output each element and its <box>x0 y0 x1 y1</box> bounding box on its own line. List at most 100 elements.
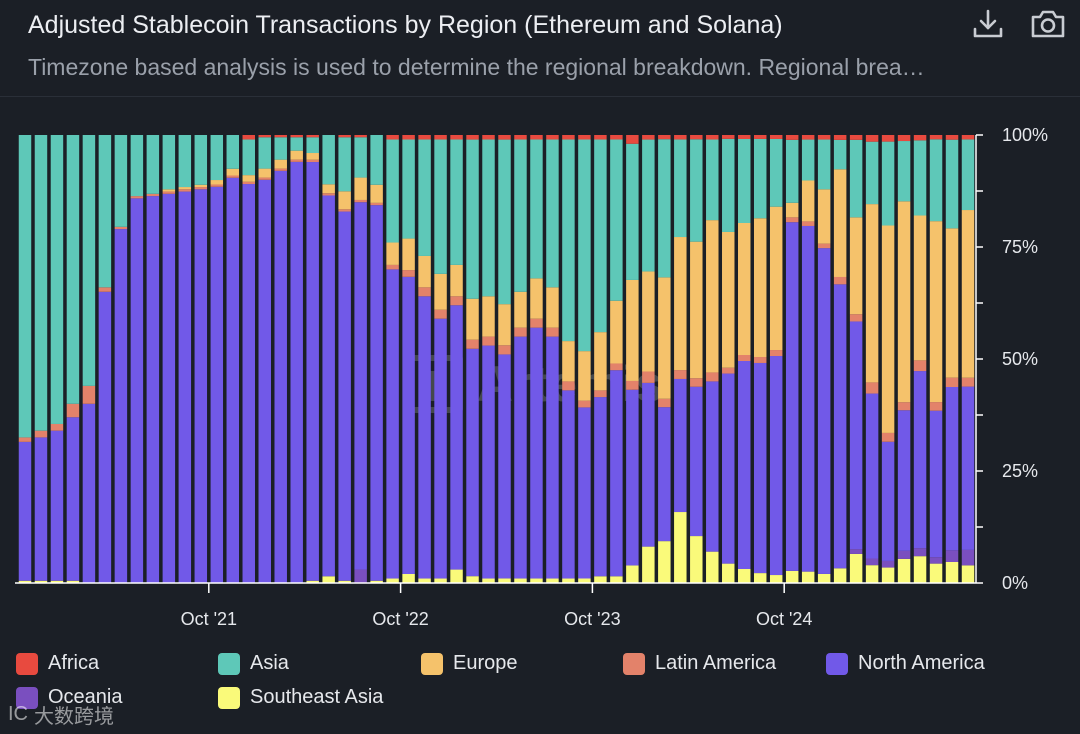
bar-segment-europe <box>514 291 527 328</box>
bar-segment-oceania <box>849 549 863 554</box>
y-tick-label: 75% <box>1002 237 1038 257</box>
bar-segment-oceania <box>897 550 911 559</box>
bar-segment-europe <box>498 304 511 346</box>
legend-item-north-america[interactable]: North America <box>826 652 985 675</box>
bar-segment-southeast-asia <box>66 580 80 583</box>
bar-segment-southeast-asia <box>674 512 687 583</box>
legend-label: Asia <box>250 652 289 674</box>
legend-label: North America <box>858 652 985 674</box>
bar-segment-latin-america <box>402 270 415 277</box>
bar-segment-north-america <box>913 371 927 549</box>
bar-segment-europe <box>482 296 495 337</box>
bar-segment-africa <box>530 135 543 140</box>
bar-segment-asia <box>514 139 527 292</box>
bar-segment-north-america <box>386 269 399 579</box>
bar-segment-europe <box>322 184 335 194</box>
bar-segment-asia <box>66 135 80 404</box>
bar-segment-southeast-asia <box>306 580 319 583</box>
camera-icon[interactable] <box>1030 6 1066 42</box>
bar-segment-southeast-asia <box>370 580 383 583</box>
bar-segment-europe <box>785 202 799 218</box>
bar-segment-latin-america <box>306 159 319 163</box>
bar-segment-africa <box>434 135 447 140</box>
bar-segment-north-america <box>322 195 335 577</box>
bar-segment-north-america <box>242 184 255 583</box>
bar-segment-southeast-asia <box>881 567 895 583</box>
legend-item-latin-america[interactable]: Latin America <box>623 652 776 675</box>
bar-segment-north-america <box>354 202 367 570</box>
legend-item-europe[interactable]: Europe <box>421 652 518 675</box>
bar-segment-latin-america <box>530 318 543 328</box>
bar-segment-latin-america <box>642 371 655 383</box>
bar-segment-asia <box>610 139 623 301</box>
bar-segment-asia <box>738 139 751 223</box>
bar-segment-europe <box>690 241 703 379</box>
bar-segment-asia <box>865 141 879 205</box>
bar-segment-north-america <box>801 225 815 572</box>
bar-segment-latin-america <box>690 378 703 387</box>
legend-item-southeast-asia[interactable]: Southeast Asia <box>218 686 383 709</box>
chart-title: Adjusted Stablecoin Transactions by Regi… <box>28 11 783 39</box>
bar-segment-asia <box>290 137 303 151</box>
bar-segment-southeast-asia <box>34 580 48 583</box>
bar-segment-asia <box>849 139 863 218</box>
bar-segment-africa <box>338 135 351 138</box>
bar-segment-southeast-asia <box>450 569 463 583</box>
bar-segment-north-america <box>690 386 703 537</box>
bar-segment-latin-america <box>98 287 112 292</box>
bar-segment-latin-america <box>34 430 48 438</box>
bar-segment-asia <box>961 139 975 211</box>
bar-segment-southeast-asia <box>849 553 863 583</box>
bar-segment-latin-america <box>801 221 815 226</box>
bar-segment-north-america <box>769 356 783 576</box>
bar-segment-north-america <box>114 229 128 583</box>
bar-segment-africa <box>929 135 943 140</box>
bar-segment-europe <box>849 217 863 315</box>
bar-segment-southeast-asia <box>817 573 831 583</box>
bar-segment-north-america <box>50 430 64 581</box>
bar-segment-southeast-asia <box>546 578 559 583</box>
bar-segment-europe <box>370 184 383 203</box>
download-icon[interactable] <box>970 6 1006 42</box>
bar-segment-latin-america <box>945 377 959 387</box>
bar-segment-africa <box>562 135 575 140</box>
bar-segment-africa <box>626 135 639 144</box>
bar-segment-asia <box>929 139 943 222</box>
bar-segment-north-america <box>82 403 96 583</box>
legend-item-africa[interactable]: Africa <box>16 652 99 675</box>
bar-segment-latin-america <box>178 189 192 192</box>
legend-label: Oceania <box>48 686 123 708</box>
bar-segment-asia <box>722 138 735 232</box>
bar-segment-africa <box>450 135 463 140</box>
bar-segment-southeast-asia <box>562 578 575 583</box>
bar-segment-southeast-asia <box>658 541 671 583</box>
legend-label: Europe <box>453 652 518 674</box>
bar-segment-latin-america <box>849 314 863 322</box>
bar-segment-southeast-asia <box>386 578 399 583</box>
bar-segment-north-america <box>626 389 639 566</box>
bar-segment-asia <box>322 135 335 185</box>
bar-segment-latin-america <box>546 327 559 337</box>
bar-segment-north-america <box>530 327 543 579</box>
bar-segment-asia <box>833 139 847 170</box>
bar-segment-asia <box>130 135 144 197</box>
source-logo: IC <box>8 703 28 725</box>
bar-segment-europe <box>865 204 879 383</box>
bar-segment-europe <box>658 277 671 399</box>
bar-segment-southeast-asia <box>626 565 639 583</box>
bar-segment-north-america <box>178 191 192 583</box>
bar-segment-asia <box>146 135 160 194</box>
bar-segment-southeast-asia <box>865 565 879 583</box>
bar-segment-north-america <box>226 177 240 583</box>
bar-segment-latin-america <box>594 390 607 398</box>
bar-segment-latin-america <box>338 209 351 212</box>
bar-segment-africa <box>706 135 719 140</box>
legend-item-asia[interactable]: Asia <box>218 652 289 675</box>
header-divider <box>0 96 1080 97</box>
bar-segment-asia <box>706 139 719 221</box>
bar-segment-europe <box>578 351 591 401</box>
legend-item-oceania[interactable]: Oceania <box>16 686 123 709</box>
bar-segment-southeast-asia <box>738 569 751 583</box>
bar-segment-north-america <box>34 437 48 581</box>
bar-segment-asia <box>769 138 783 207</box>
